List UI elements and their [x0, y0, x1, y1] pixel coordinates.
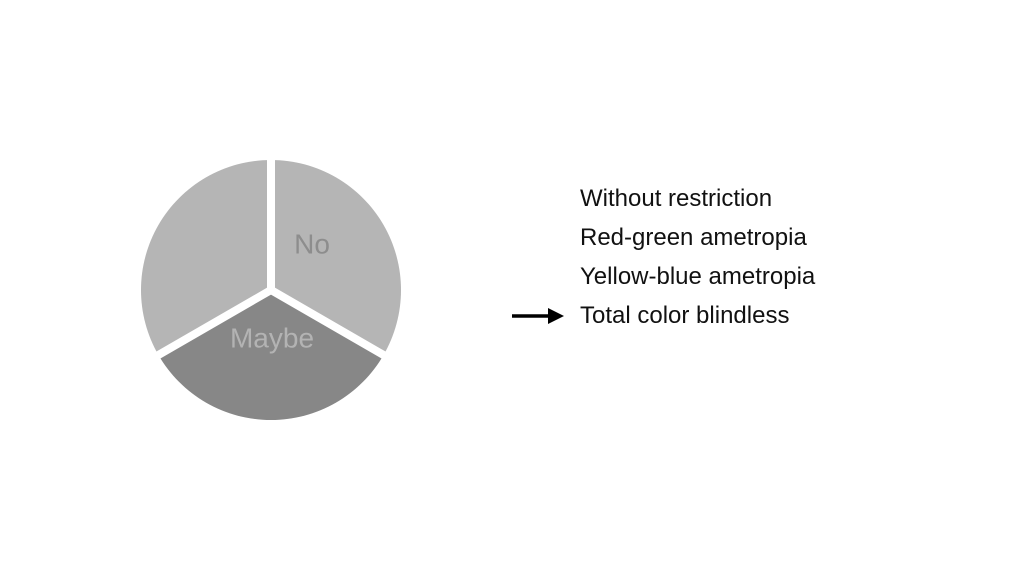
pie-slice-label-maybe: Maybe	[230, 322, 314, 353]
legend-item: Yellow-blue ametropia	[510, 263, 815, 291]
legend: Without restriction Red-green ametropia Ye…	[510, 185, 815, 330]
legend-item-label: Without restriction	[580, 185, 772, 213]
arrow-right-icon	[510, 304, 566, 328]
legend-item-label: Red-green ametropia	[580, 224, 807, 252]
legend-item: Total color blindless	[510, 302, 815, 330]
legend-item: Without restriction	[510, 185, 815, 213]
legend-item: Red-green ametropia	[510, 224, 815, 252]
pie-chart: No Maybe	[121, 140, 421, 440]
legend-item-label: Total color blindless	[580, 302, 789, 330]
figure-root: No Maybe Without restriction Red-green ame…	[0, 0, 1024, 576]
pie-slice-label-no: No	[294, 228, 330, 259]
legend-item-label: Yellow-blue ametropia	[580, 263, 815, 291]
